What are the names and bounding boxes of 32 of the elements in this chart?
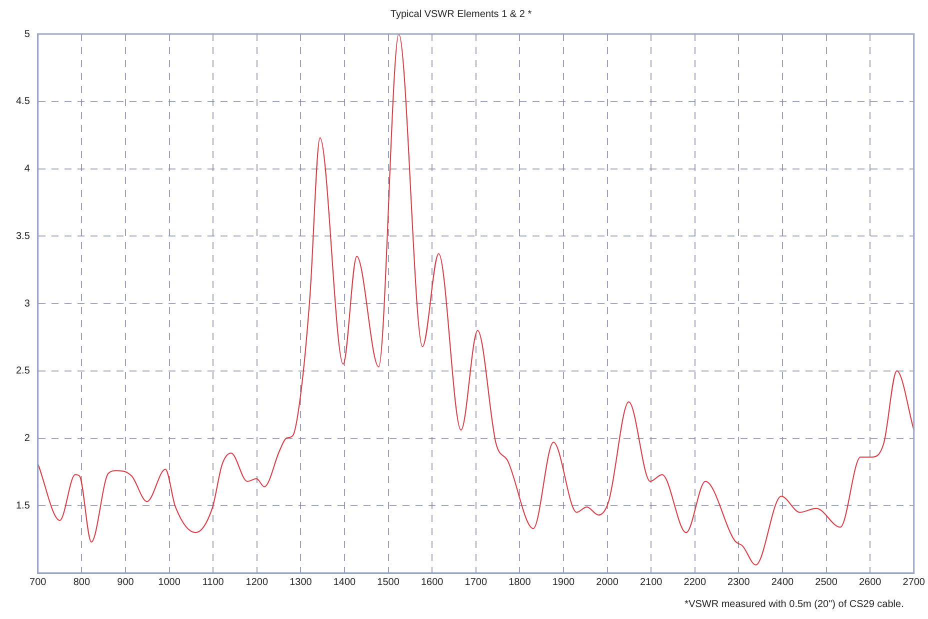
x-tick-label: 2200 <box>684 576 706 588</box>
y-tick-label: 3 <box>24 298 30 310</box>
x-tick-label: 1900 <box>552 576 576 588</box>
x-tick-label: 2600 <box>858 576 882 588</box>
x-tick-label: 1500 <box>377 576 400 588</box>
text: *VSWR measured with 0.5m (20") of CS29 cable. <box>684 598 904 610</box>
x-tick-label: 2000 <box>596 576 619 588</box>
x-tick-label: 1700 <box>464 576 488 588</box>
x-tick-label: 1000 <box>158 576 181 588</box>
y-tick-label: 4.5 <box>16 96 30 108</box>
x-tick-label: 2300 <box>728 576 750 588</box>
x-tick-label: 700 <box>30 576 47 588</box>
y-tick-label: 4 <box>24 164 30 174</box>
x-tick-label: 2400 <box>771 576 794 588</box>
x-tick-label: 2500 <box>815 576 838 588</box>
x-tick-label: 1100 <box>202 576 224 588</box>
x-tick-label: 2100 <box>640 576 663 588</box>
x-tick-label: 2700 <box>902 576 926 588</box>
y-tick-label: 1.5 <box>16 500 30 512</box>
x-tick-label: 1300 <box>290 576 312 588</box>
line-series <box>38 34 914 566</box>
x-tick-label: 1400 <box>333 576 356 588</box>
y-tick-label: 2 <box>24 433 30 444</box>
chart-title: Typical VSWR Elements 1 & 2 * <box>390 8 532 20</box>
x-tick-label: 1200 <box>246 576 268 588</box>
x-tick-label: 1800 <box>508 576 532 588</box>
y-tick-label: 5 <box>24 28 30 40</box>
x-tick-label: 900 <box>117 576 134 588</box>
x-tick-label: 800 <box>73 576 90 588</box>
y-tick-label: 2.5 <box>16 366 30 377</box>
x-tick-label: 1600 <box>420 576 444 588</box>
y-tick-label: 3.5 <box>16 230 30 242</box>
